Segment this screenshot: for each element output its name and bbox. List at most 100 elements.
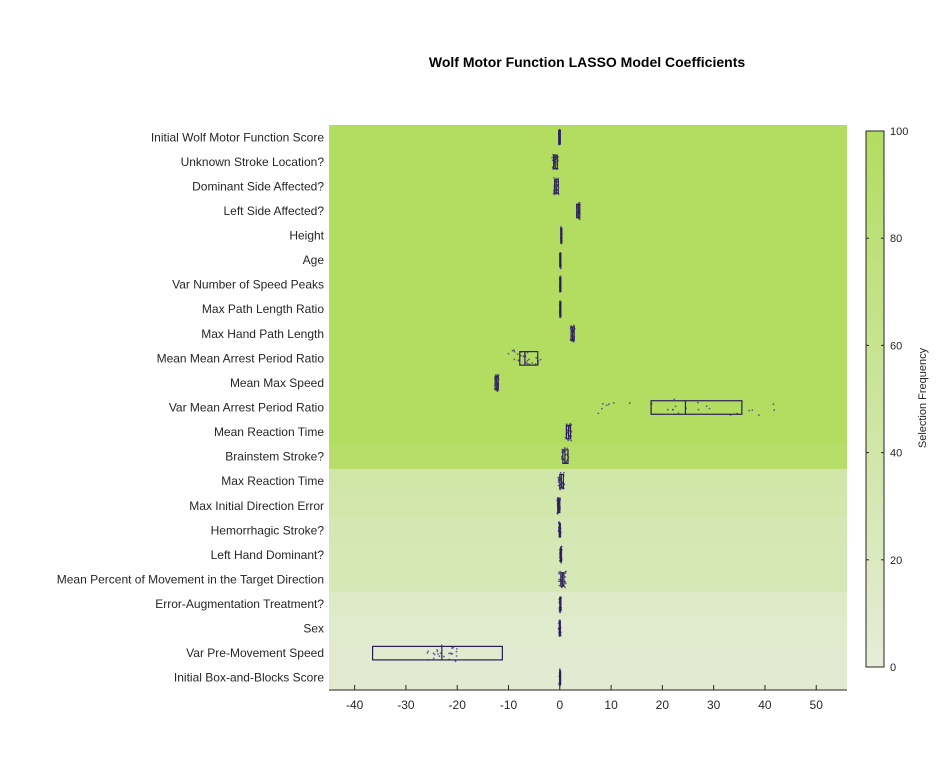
coef-dot	[607, 403, 610, 406]
coef-dot	[564, 582, 567, 585]
heatmap-cell	[329, 444, 847, 470]
coef-box	[650, 400, 743, 415]
coef-dot	[557, 193, 560, 196]
coef-dot	[539, 358, 542, 361]
row-label: Left Hand Dominant?	[211, 548, 325, 562]
heatmap-cell	[329, 174, 847, 200]
coef-dot	[551, 159, 554, 162]
row-label: Brainstem Stroke?	[225, 450, 324, 464]
row-label: Var Mean Arrest Period Ratio	[169, 401, 325, 415]
coef-dot	[560, 458, 563, 460]
coef-dot	[559, 471, 562, 474]
coef-dot	[433, 653, 436, 656]
heatmap-cell	[329, 321, 847, 347]
coef-dot	[569, 422, 572, 425]
heatmap-cell	[329, 665, 847, 691]
colorbar-tick-label: 100	[890, 126, 908, 138]
coef-dot	[705, 405, 708, 408]
coef-dot	[535, 356, 538, 359]
x-tick-label: 50	[810, 698, 824, 712]
coef-dot	[437, 653, 439, 655]
x-tick-label: -10	[500, 698, 518, 712]
heatmap-cell	[329, 125, 847, 151]
coef-dot	[558, 578, 561, 581]
heatmap-cell	[329, 247, 847, 273]
heatmap-cell	[329, 419, 847, 445]
x-tick-label: -30	[397, 698, 415, 712]
x-tick-label: -20	[449, 698, 467, 712]
coef-dot	[442, 655, 445, 658]
row-label: Hemorrhagic Stroke?	[211, 523, 325, 537]
coef-dot	[563, 447, 566, 449]
coef-dot	[666, 408, 669, 411]
coef-dot	[559, 316, 562, 319]
coef-dot	[565, 570, 567, 573]
heatmap-cell	[329, 223, 847, 249]
row-label: Max Path Length Ratio	[202, 302, 324, 316]
row-label: Age	[303, 253, 325, 267]
colorbar-tick-label: 20	[890, 555, 902, 567]
coef-dot	[439, 652, 442, 655]
coef-dot	[559, 611, 562, 614]
heatmap-cell	[329, 272, 847, 298]
coef-dot	[674, 405, 677, 408]
coef-dot	[570, 439, 573, 442]
heatmap-cell	[329, 149, 847, 175]
colorbar-label: Selection Frequency	[917, 347, 929, 448]
x-axis: -40 -30 -20 -10 0 10 20 30 40 50	[329, 685, 847, 712]
heatmap-cell	[329, 296, 847, 323]
coef-dot	[696, 401, 699, 404]
row-labels: Initial Wolf Motor Function Score Unknown…	[57, 130, 325, 684]
row-label: Initial Box-and-Blocks Score	[174, 671, 324, 685]
coef-dot	[708, 407, 711, 410]
colorbar-tick-label: 0	[890, 662, 896, 674]
coef-dot	[601, 402, 604, 405]
row-label: Left Side Affected?	[223, 204, 324, 218]
coef-dot	[564, 586, 566, 589]
coef-dot	[513, 358, 516, 361]
x-tick-label: 0	[556, 698, 563, 712]
coef-dot	[600, 407, 603, 410]
row-label: Mean Percent of Movement in the Target D…	[57, 572, 324, 586]
coef-dot	[557, 177, 560, 180]
coef-dot	[556, 496, 559, 499]
colorbar-tick-label: 80	[890, 233, 902, 245]
heatmap-cell	[329, 640, 847, 666]
coef-dot	[628, 402, 631, 404]
coefficient-marks	[371, 128, 776, 687]
coef-dot	[560, 562, 563, 564]
coef-dot	[559, 267, 562, 270]
coef-dot	[511, 349, 514, 352]
coef-dot	[513, 350, 516, 353]
row-label: Var Number of Speed Peaks	[172, 278, 324, 292]
coef-dot	[427, 650, 430, 653]
coef-dot	[432, 652, 435, 655]
heatmap-cell	[329, 198, 847, 224]
row-label: Mean Mean Arrest Period Ratio	[157, 351, 325, 365]
coef-dot	[558, 571, 560, 574]
coef-dot	[748, 409, 751, 412]
coef-dot	[534, 363, 537, 365]
chart-title: Wolf Motor Function LASSO Model Coeffici…	[429, 54, 745, 70]
coef-dot	[557, 580, 560, 583]
coef-dot	[557, 521, 560, 524]
colorbar-bar	[865, 130, 885, 668]
coef-dot	[454, 660, 457, 663]
row-label: Initial Wolf Motor Function Score	[151, 130, 325, 144]
coef-dot	[455, 650, 458, 653]
coef-dot	[563, 471, 565, 474]
row-label: Error-Augmentation Treatment?	[155, 597, 324, 611]
coef-dot	[525, 361, 528, 364]
heatmap-cell	[329, 542, 847, 568]
coef-dot	[438, 655, 441, 658]
coef-dot	[555, 177, 558, 180]
row-label: Height	[289, 229, 324, 243]
coef-dot	[496, 374, 499, 377]
coef-dot	[597, 412, 600, 415]
coef-dot	[757, 414, 760, 417]
coef-dot	[553, 176, 555, 179]
colorbar: 0 20 40 60 80 100	[865, 126, 908, 674]
coef-dot	[566, 447, 569, 450]
